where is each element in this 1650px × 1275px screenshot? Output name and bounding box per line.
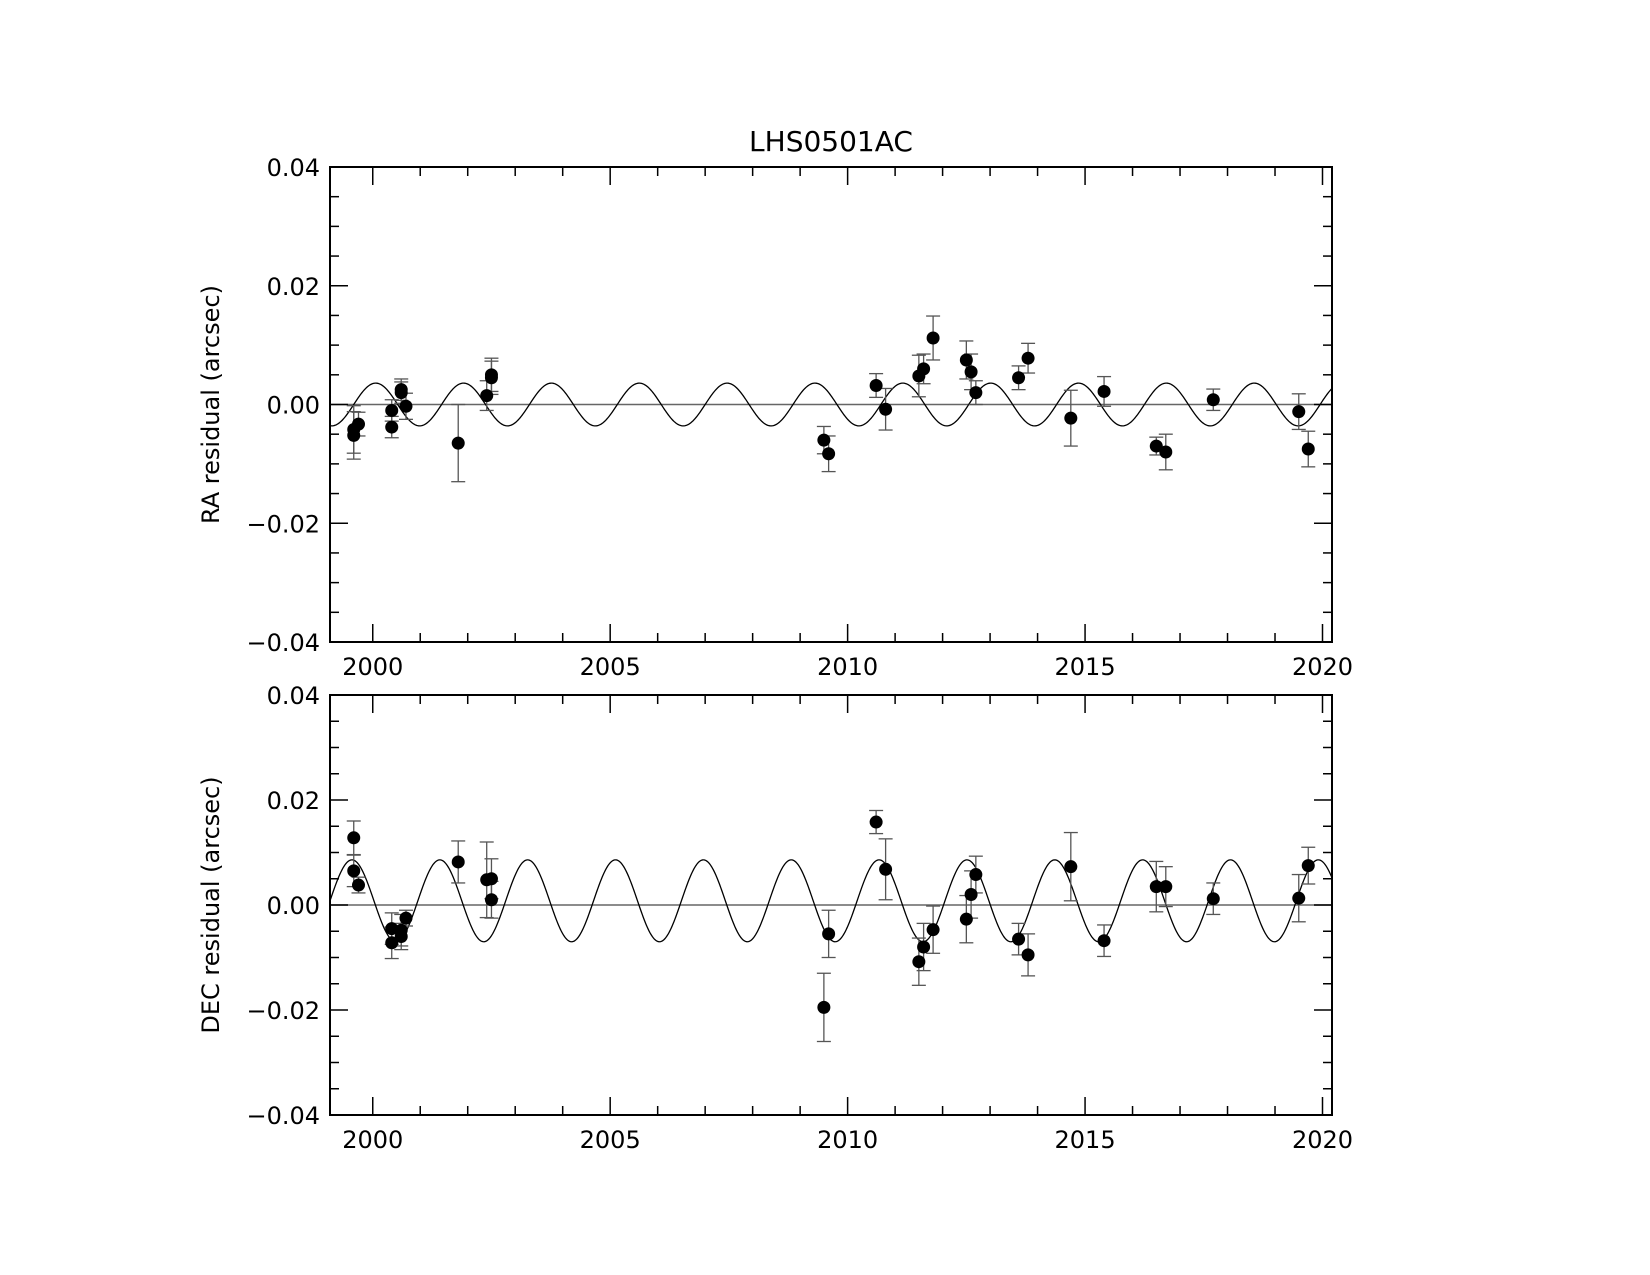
data-point [1012, 371, 1026, 385]
data-point [959, 912, 973, 926]
data-point [1206, 393, 1220, 407]
data-point [480, 389, 494, 403]
data-point [817, 1000, 831, 1014]
data-point [817, 433, 831, 447]
data-point [385, 403, 399, 417]
data-point [869, 815, 883, 829]
data-point [451, 855, 465, 869]
data-point [394, 386, 408, 400]
x-tick-label: 2000 [342, 653, 403, 681]
y-tick-label: 0.00 [267, 392, 320, 420]
data-point [484, 893, 498, 907]
data-point [1159, 880, 1173, 894]
y-tick-label: 0.02 [267, 273, 320, 301]
dec-residual-panel: −0.04 −0.02 0.00 0.02 0.04 2000 2005 2010 2015 20… [197, 682, 1353, 1154]
data-point [964, 365, 978, 379]
y-tick-label: −0.02 [246, 997, 320, 1025]
y-tick-label: 0.00 [267, 892, 320, 920]
chart-title: LHS0501AC [749, 125, 913, 158]
data-point [822, 447, 836, 461]
ra-residual-panel: −0.04 −0.02 0.00 0.02 0.04 2000 2005 2010 2015 20… [197, 154, 1353, 681]
y-axis-title: RA residual (arcsec) [197, 285, 225, 524]
plot-frame [329, 694, 1333, 1116]
x-tick-label: 2005 [580, 1126, 641, 1154]
y-tick-label: −0.02 [246, 510, 320, 538]
data-point [869, 379, 883, 392]
data-point [1149, 439, 1163, 453]
data-point [1021, 351, 1035, 365]
data-point [969, 868, 983, 882]
data-point [451, 436, 465, 450]
data-point [484, 371, 498, 385]
data-point [926, 923, 940, 937]
data-point [926, 331, 940, 345]
data-point [1149, 880, 1163, 894]
x-tick-label: 2015 [1055, 653, 1116, 681]
x-tick-label: 2020 [1292, 1126, 1353, 1154]
data-point [399, 399, 413, 413]
data-point [347, 864, 361, 878]
data-point [917, 940, 931, 954]
y-tick-label: −0.04 [246, 1102, 320, 1130]
data-point [1097, 384, 1111, 398]
data-point [822, 927, 836, 941]
x-tick-label: 2005 [580, 653, 641, 681]
x-tick-label: 2015 [1055, 1126, 1116, 1154]
data-point [385, 936, 399, 950]
data-point [959, 353, 973, 367]
data-point [394, 930, 408, 943]
data-point [484, 872, 498, 886]
data-point [351, 878, 365, 892]
data-point [1206, 892, 1220, 906]
model-curve [329, 859, 1333, 943]
data-point [385, 420, 399, 434]
data-point [1021, 948, 1035, 962]
data-point [917, 362, 931, 376]
data-point [1064, 411, 1078, 425]
x-tick-label: 2020 [1292, 653, 1353, 681]
x-tick-label: 2010 [817, 1126, 878, 1154]
data-point [879, 402, 893, 416]
data-point [912, 955, 926, 969]
y-tick-label: 0.04 [267, 682, 320, 710]
data-point [964, 888, 978, 901]
data-point [879, 862, 893, 876]
data-point [1301, 442, 1315, 456]
y-tick-label: 0.04 [267, 154, 320, 182]
data-point [399, 911, 413, 925]
y-tick-label: 0.02 [267, 787, 320, 815]
data-point [347, 831, 361, 845]
plot-frame [329, 166, 1333, 643]
model-curve [329, 382, 1333, 427]
data-point [1012, 932, 1026, 946]
x-tick-label: 2000 [342, 1126, 403, 1154]
data-point [1097, 934, 1111, 948]
x-tick-label: 2010 [817, 653, 878, 681]
data-point [1159, 445, 1173, 459]
data-point [1292, 405, 1306, 419]
y-tick-label: −0.04 [246, 629, 320, 657]
y-axis-title: DEC residual (arcsec) [197, 776, 225, 1033]
data-point [1292, 891, 1306, 905]
data-point [1301, 859, 1315, 873]
data-point [1064, 860, 1078, 874]
data-point [969, 386, 983, 400]
data-point [351, 417, 365, 431]
